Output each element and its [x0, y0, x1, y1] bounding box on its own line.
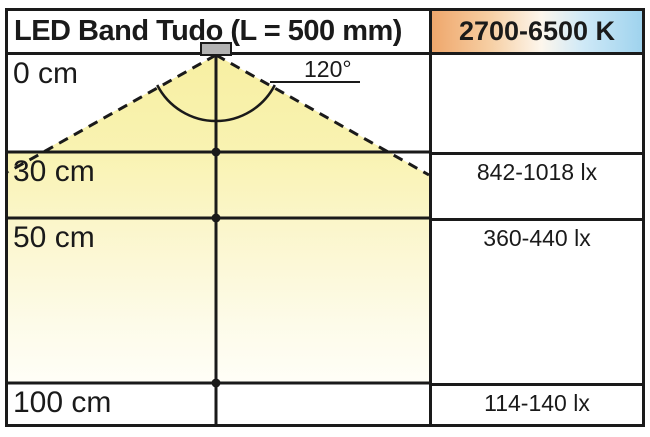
lux-cell-50cm: 360-440 lx — [432, 218, 642, 383]
distance-label-50cm: 50 cm — [13, 221, 95, 254]
table-body: 0 cm 30 cm 50 cm 100 cm 120° 842-1018 lx… — [7, 42, 642, 424]
distance-label-0cm: 0 cm — [13, 57, 79, 90]
lux-cell-100cm: 114-140 lx — [432, 383, 642, 424]
beam-diagram-canvas — [7, 42, 430, 424]
photometric-table: LED Band Tudo (L = 500 mm) 2700-6500 K — [5, 8, 645, 427]
distance-label-100cm: 100 cm — [13, 386, 112, 419]
illuminance-column: 842-1018 lx 360-440 lx 114-140 lx — [432, 55, 642, 424]
beam-angle-label: 120° — [304, 56, 352, 82]
distance-label-30cm: 30 cm — [13, 155, 95, 188]
light-fixture — [200, 42, 232, 56]
distance-marker-dot-100cm — [211, 378, 221, 388]
beam-diagram: 0 cm 30 cm 50 cm 100 cm 120° — [7, 42, 432, 424]
beam-edge-dashed-left — [7, 53, 217, 174]
color-temperature-header: 2700-6500 K — [432, 11, 642, 52]
lux-cell-0cm — [432, 55, 642, 152]
distance-marker-dot-50cm — [211, 213, 221, 223]
distance-marker-dot-30cm — [211, 147, 221, 157]
beam-edge-dashed-right — [215, 53, 430, 177]
lux-cell-30cm: 842-1018 lx — [432, 152, 642, 218]
header-row: LED Band Tudo (L = 500 mm) 2700-6500 K — [8, 11, 642, 55]
product-title: LED Band Tudo (L = 500 mm) — [8, 11, 432, 52]
